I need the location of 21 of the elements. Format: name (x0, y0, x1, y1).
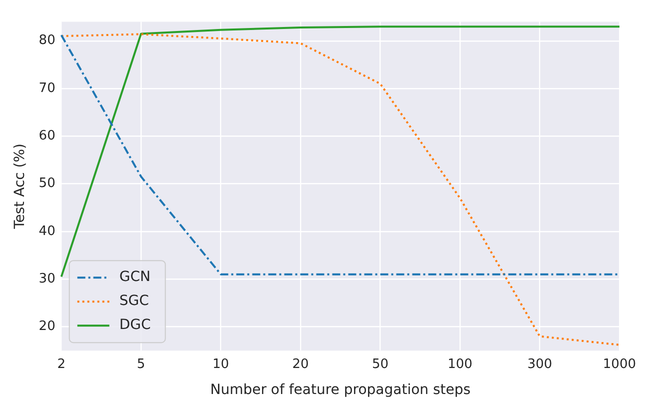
x-tick-label: 1000 (602, 356, 636, 372)
y-tick-label: 60 (38, 128, 56, 144)
x-axis-title: Number of feature propagation steps (210, 382, 471, 398)
y-tick-label: 30 (38, 271, 56, 286)
y-tick-label: 40 (38, 224, 56, 239)
y-tick-label: 50 (38, 176, 56, 192)
x-tick-label: 300 (527, 356, 552, 372)
y-tick-label: 70 (38, 80, 56, 96)
y-tick-label: 80 (38, 33, 56, 48)
x-tick-label: 50 (372, 356, 389, 372)
x-tick-label: 20 (292, 356, 309, 372)
y-tick-label: 20 (38, 319, 56, 334)
x-tick-label: 2 (57, 356, 66, 372)
legend-label: DGC (119, 317, 151, 334)
legend-label: GCN (119, 269, 150, 286)
legend-label: SGC (119, 293, 150, 310)
x-tick-label: 10 (212, 356, 230, 372)
x-tick-label: 100 (448, 356, 472, 372)
x-tick-label: 5 (136, 356, 146, 372)
y-axis-title: Test Acc (%) (12, 143, 28, 230)
line-series (60, 33, 620, 346)
